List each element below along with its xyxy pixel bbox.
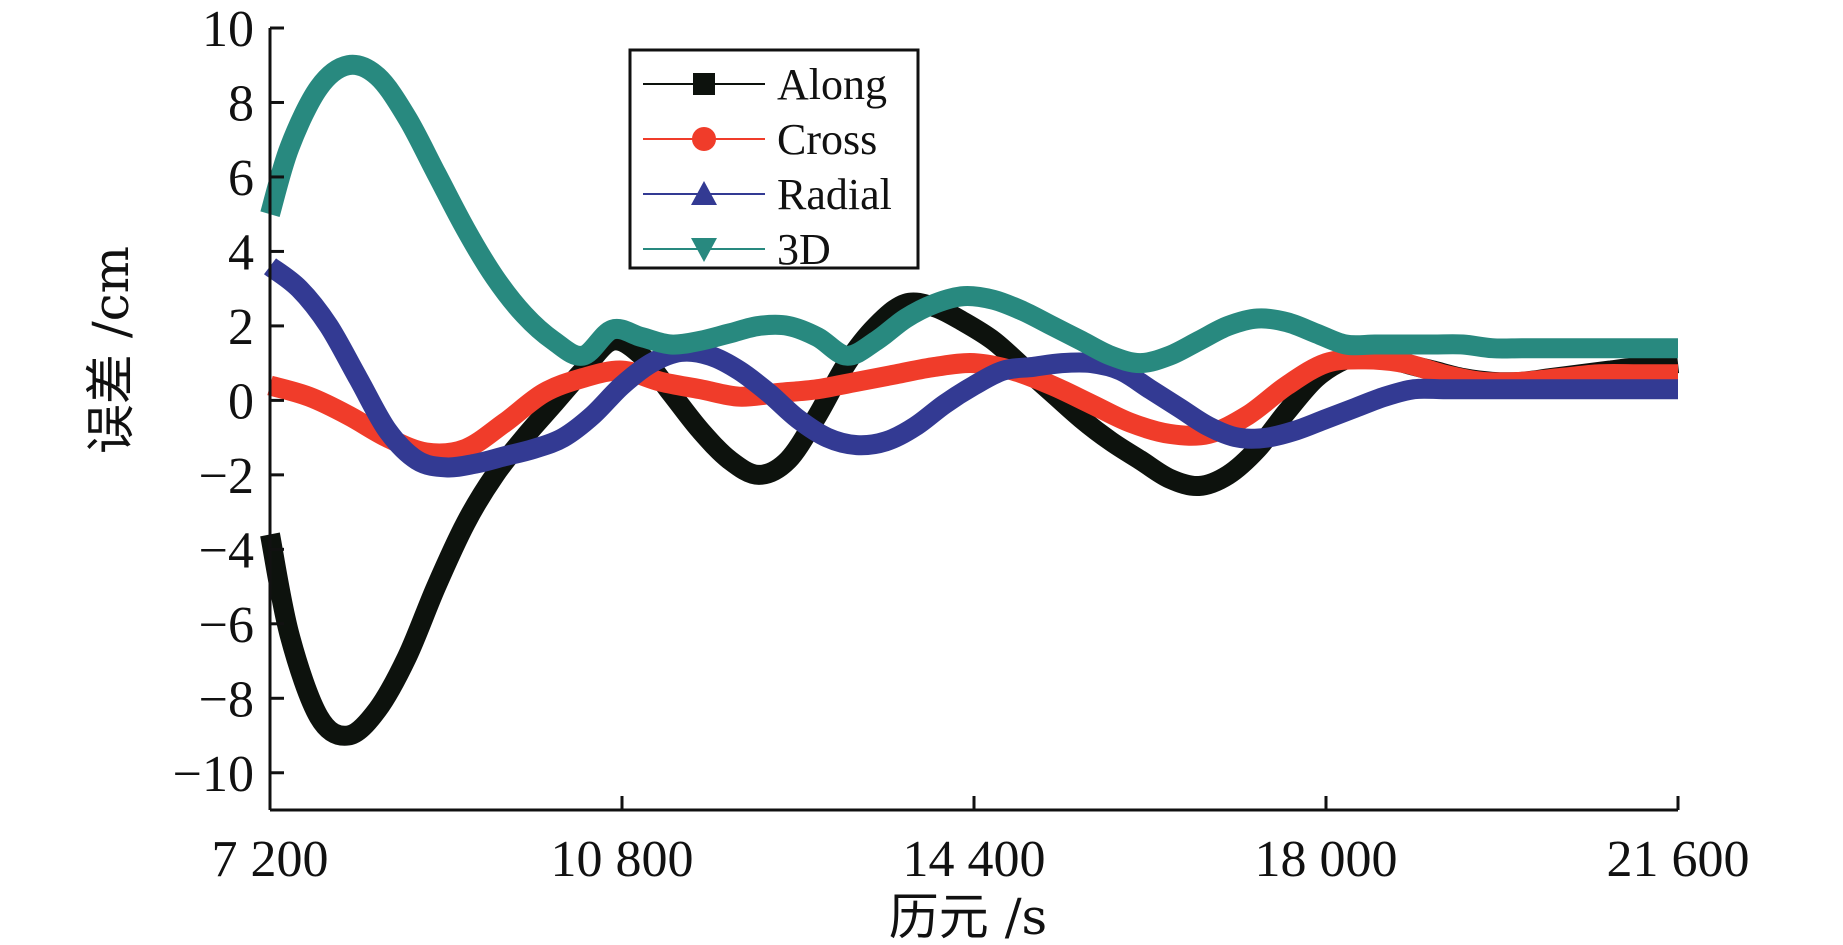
y-axis-title: 误差 /cm <box>82 246 140 454</box>
x-axis-title: 历元 /s <box>889 888 1047 945</box>
legend-box <box>628 48 920 270</box>
legend-marker-along <box>693 73 715 95</box>
legend: Along Cross Radial 3D <box>628 48 920 274</box>
y-tick-label: 8 <box>228 75 254 132</box>
y-axis-ticks: −10 −8 −6 −4 −2 0 2 4 6 8 10 <box>173 1 284 803</box>
x-tick-label: 7 200 <box>212 831 329 888</box>
y-tick-label: −8 <box>199 671 254 728</box>
legend-label-3d: 3D <box>777 225 831 274</box>
x-tick-label: 21 600 <box>1607 831 1750 888</box>
x-axis-ticks: 7 200 10 800 14 400 18 000 21 600 <box>212 796 1750 888</box>
legend-label-cross: Cross <box>777 115 877 164</box>
y-tick-label: 6 <box>228 150 254 207</box>
x-tick-label: 10 800 <box>551 831 694 888</box>
series-layer <box>260 54 1680 746</box>
y-tick-label: 0 <box>228 373 254 430</box>
y-tick-label: −4 <box>199 522 254 579</box>
legend-label-radial: Radial <box>777 170 892 219</box>
series-line-3d <box>260 54 1678 374</box>
x-tick-label: 14 400 <box>903 831 1046 888</box>
legend-label-along: Along <box>777 60 887 109</box>
legend-marker-3d <box>691 238 717 262</box>
legend-marker-radial <box>691 181 717 205</box>
series-line-cross <box>267 349 1678 464</box>
axes-layer: −10 −8 −6 −4 −2 0 2 4 6 8 10 7 200 10 800 14 400 18 0… <box>173 1 1750 888</box>
y-tick-label: 2 <box>228 299 254 356</box>
series-line-radial <box>263 258 1678 478</box>
y-tick-label: 4 <box>228 224 254 281</box>
y-tick-label: −10 <box>173 746 254 803</box>
y-tick-label: −2 <box>199 448 254 505</box>
y-tick-label: −6 <box>199 597 254 654</box>
legend-marker-cross <box>692 127 716 151</box>
x-tick-label: 18 000 <box>1255 831 1398 888</box>
y-tick-label: 10 <box>202 1 254 58</box>
